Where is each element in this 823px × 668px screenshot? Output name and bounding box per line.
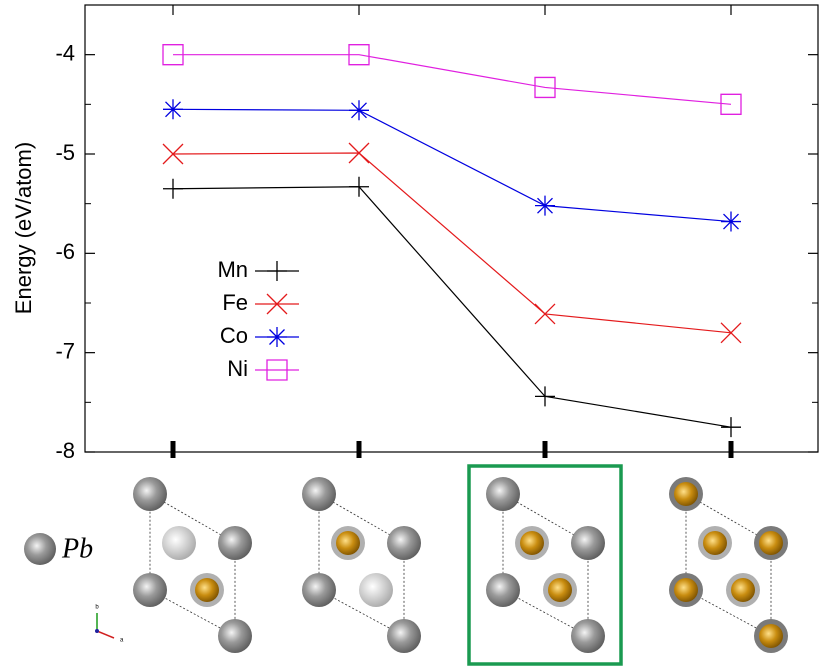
highlight-box (467, 464, 623, 666)
marker (348, 142, 370, 164)
y-tick-label: -6 (55, 239, 75, 264)
pb-atom (133, 573, 167, 607)
legend-label: Ni (227, 356, 248, 381)
axis-a-label: a (120, 638, 124, 644)
marker (267, 261, 287, 281)
pb-atom (387, 619, 421, 653)
series: Co (163, 99, 741, 348)
legend-label: Fe (222, 290, 248, 315)
plot-frame (84, 4, 819, 453)
dopant-atom (548, 578, 572, 602)
dopant-atom (759, 624, 783, 648)
vacancy-atom (162, 526, 196, 560)
marker (266, 359, 288, 381)
dopant-atom (731, 578, 755, 602)
legend-label: Mn (217, 257, 248, 282)
axis-b-label: b (95, 605, 99, 611)
dopant-atom (759, 531, 783, 555)
marker (162, 44, 184, 66)
pb-atom (571, 526, 605, 560)
dopant-atom (674, 578, 698, 602)
series: Mn (163, 176, 741, 438)
marker (535, 195, 555, 216)
y-tick-label: -5 (55, 140, 75, 165)
axis-triad: b a (95, 605, 124, 644)
marker (721, 211, 741, 232)
marker (163, 99, 183, 120)
y-tick-label: -8 (55, 438, 75, 463)
pb-label: Pb (61, 533, 93, 564)
marker (720, 322, 742, 344)
marker (720, 93, 742, 115)
series-line (173, 54, 732, 105)
dopant-atom (703, 531, 727, 555)
y-tick-label: -4 (55, 40, 75, 65)
marker (535, 386, 555, 407)
legend-label: Co (220, 323, 248, 348)
marker (162, 143, 184, 165)
pb-atom (218, 526, 252, 560)
pb-atom (486, 573, 520, 607)
pb-atom (486, 477, 520, 511)
marker (348, 44, 370, 66)
marker (534, 303, 556, 325)
pb-atom (302, 573, 336, 607)
series-line (172, 108, 732, 223)
marker (266, 293, 288, 315)
series: Fe (162, 142, 742, 344)
vacancy-atom (359, 573, 393, 607)
series: Ni (162, 44, 742, 381)
marker (349, 100, 369, 121)
pb-atom-icon (24, 533, 56, 565)
pb-atom (133, 477, 167, 511)
y-axis-label: Energy (eV/atom) (11, 142, 36, 314)
marker (534, 76, 556, 99)
axis-origin (95, 629, 99, 633)
marker (349, 176, 369, 197)
dopant-atom (674, 482, 698, 506)
cell-outline (149, 493, 236, 637)
series-line (172, 152, 732, 334)
marker (267, 327, 287, 347)
pb-atom (387, 526, 421, 560)
cell-outline (502, 493, 589, 637)
y-tick-label: -7 (55, 338, 75, 363)
marker (163, 178, 183, 199)
pb-atom (571, 619, 605, 653)
series-line (172, 186, 732, 428)
dopant-atom (520, 531, 544, 555)
axis-a (96, 630, 115, 639)
pb-atom (302, 477, 336, 511)
cell-outline (318, 493, 405, 637)
dopant-atom (195, 578, 219, 602)
dopant-atom (336, 531, 360, 555)
pb-legend: Pb (24, 533, 93, 565)
cell-outline (685, 493, 772, 637)
pb-atom (218, 619, 252, 653)
marker (721, 417, 741, 438)
